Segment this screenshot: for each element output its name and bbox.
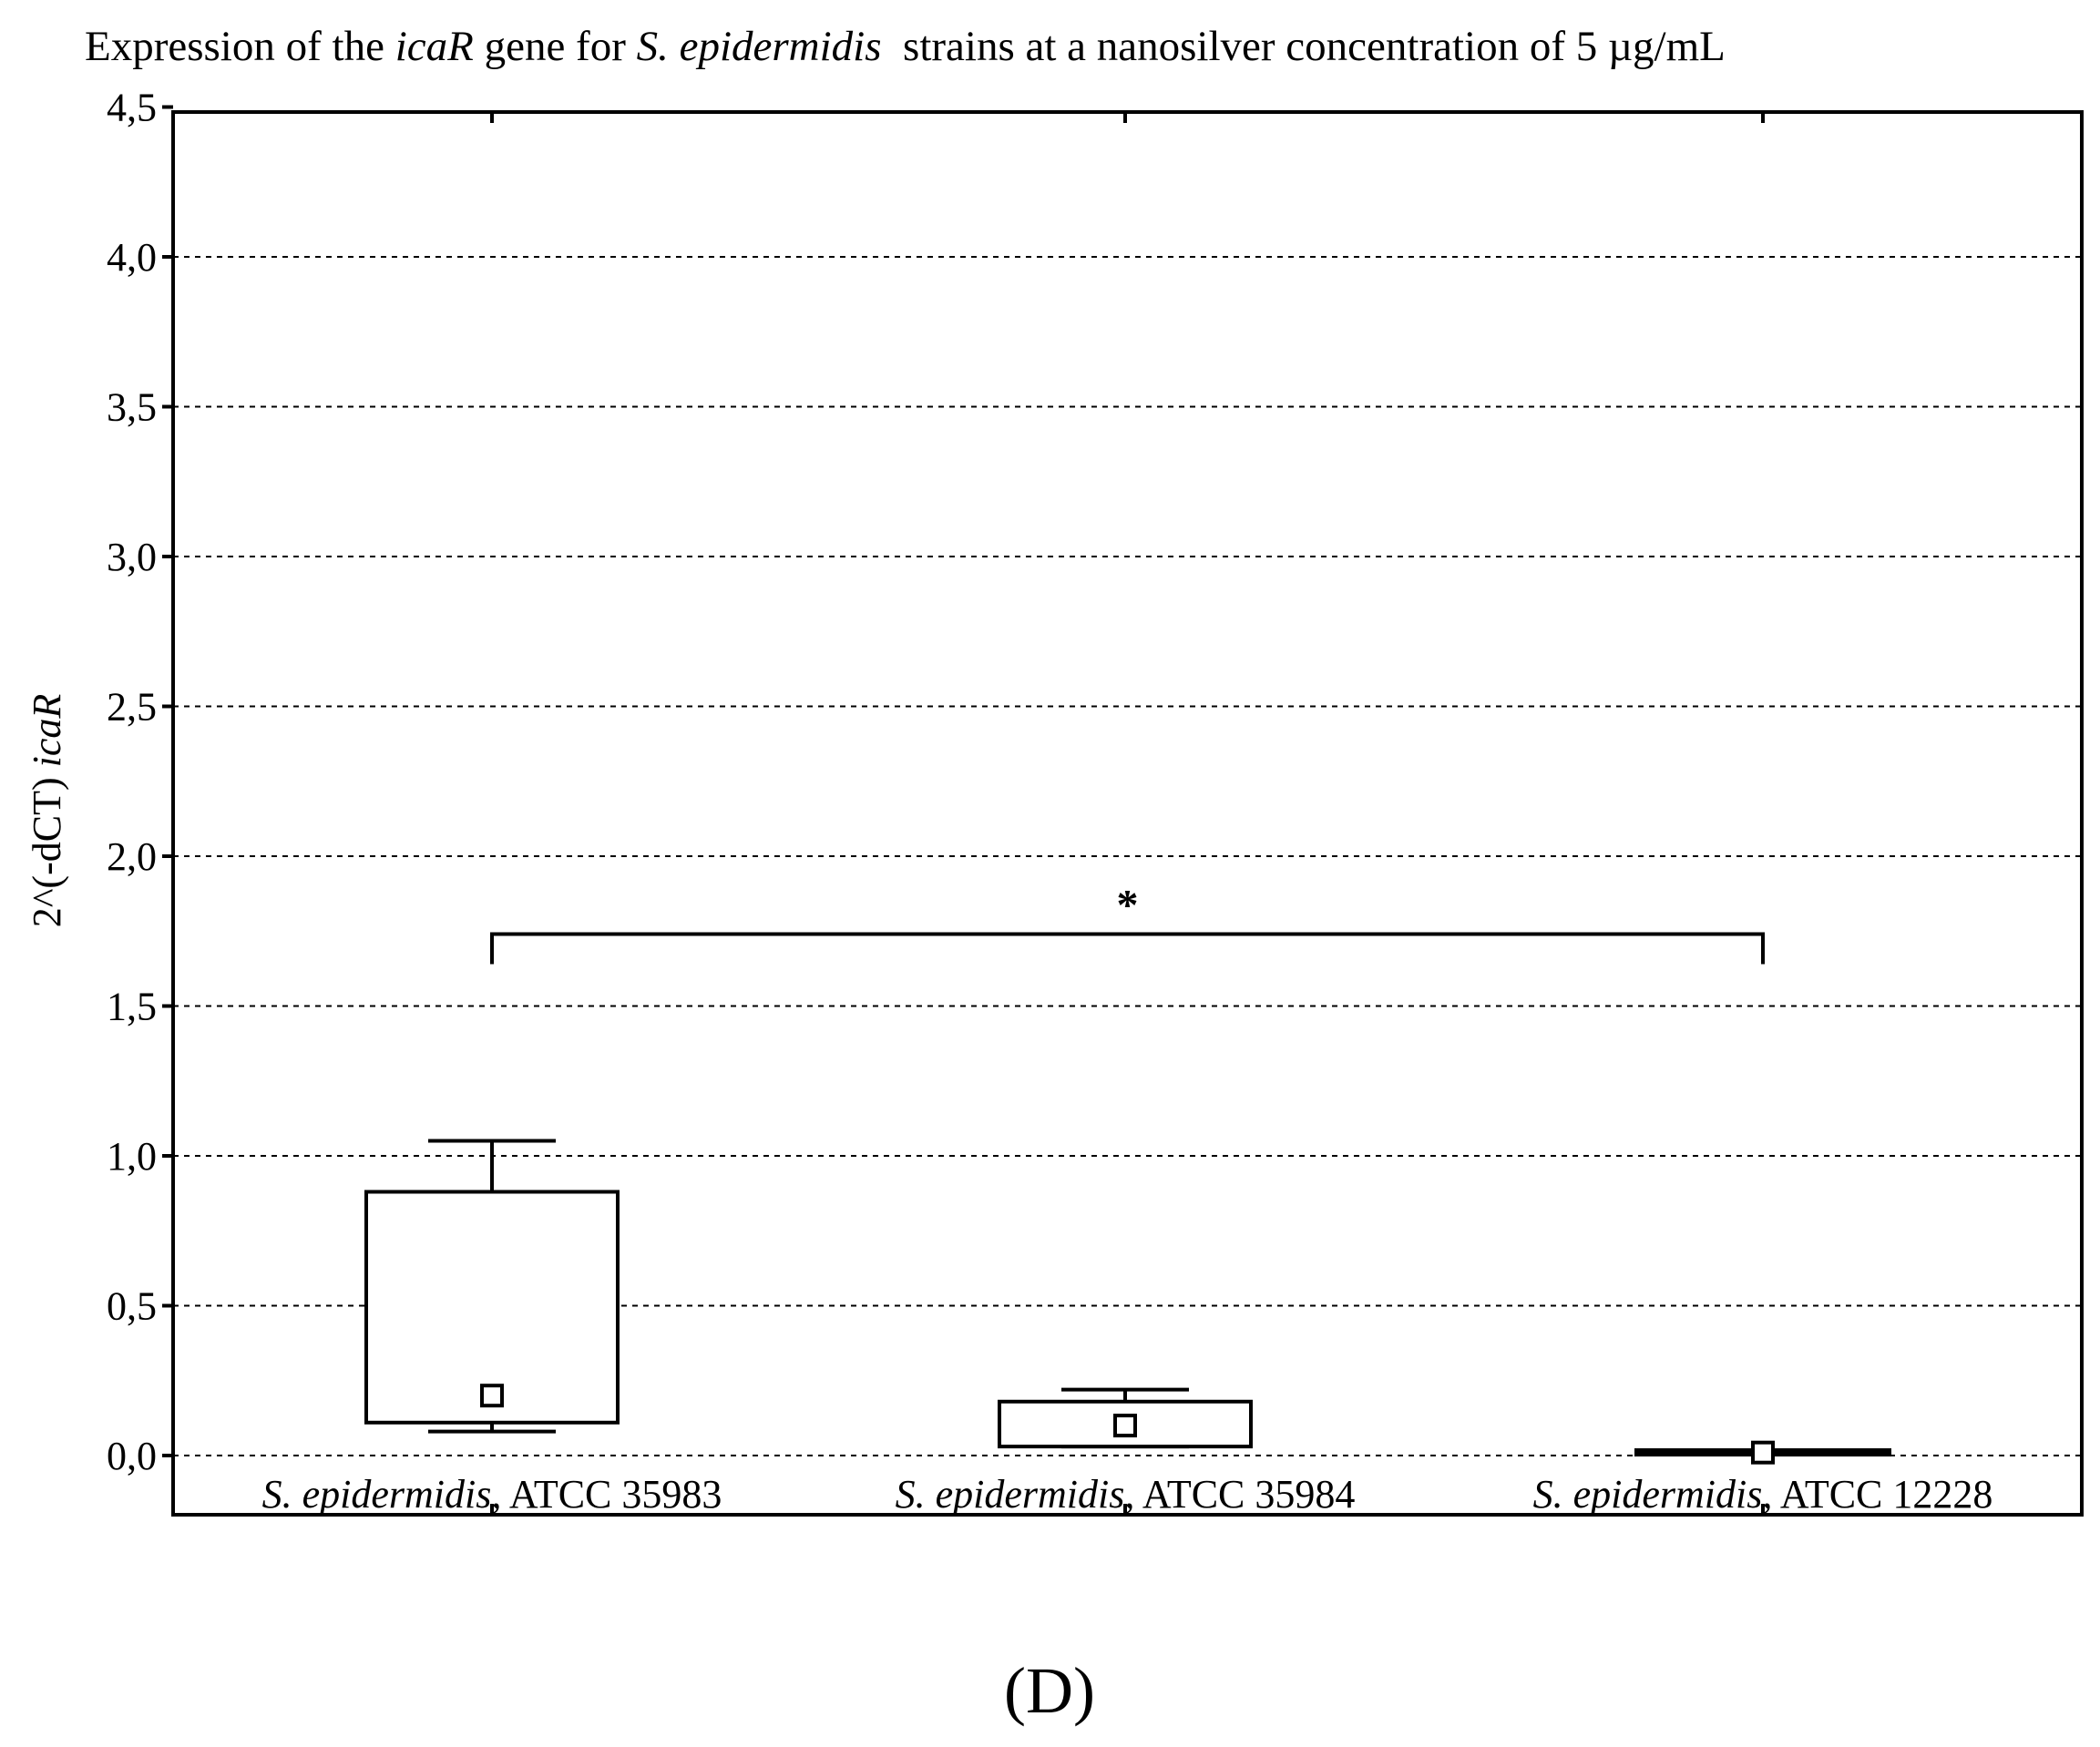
box-1	[998, 1387, 1253, 1449]
chart-title: Expression of the icaR gene for S. epide…	[85, 23, 1726, 70]
title-gene: icaR	[395, 23, 474, 70]
category-label-1: S. epidermidis, ATCC 35984	[896, 1472, 1356, 1517]
significance-marker: *	[1117, 882, 1139, 930]
y-tick-label-8: 4,0	[107, 235, 157, 280]
x-axis-ticks	[490, 112, 1765, 1515]
box-series	[364, 1139, 1891, 1465]
plot-frame	[171, 110, 2084, 1517]
y-tick-label-6: 3,0	[107, 535, 157, 579]
category-strain-0: , ATCC 35983	[491, 1472, 722, 1517]
y-axis-label: 2^(-dCT) icaR	[25, 694, 69, 928]
category-label-0: S. epidermidis, ATCC 35983	[262, 1472, 722, 1517]
box-2	[1634, 1440, 1891, 1465]
y-tick-label-5: 2,5	[107, 685, 157, 730]
title-part-3: gene for	[474, 23, 637, 70]
title-part-5: strains at a nanosilver concentration of…	[882, 23, 1726, 70]
significance-bracket	[490, 932, 1765, 965]
category-strain-1: , ATCC 35984	[1124, 1472, 1355, 1517]
title-species: S. epidermidis	[637, 23, 882, 70]
panel-label: (D)	[1004, 1654, 1095, 1727]
median-marker-2	[1751, 1440, 1775, 1465]
y-tick-label-9: 4,5	[107, 86, 157, 130]
y-axis-label-quantity: 2^(-dCT)	[25, 767, 69, 927]
y-tick-label-4: 2,0	[107, 834, 157, 879]
box-0	[364, 1139, 620, 1434]
category-strain-2: , ATCC 12228	[1762, 1472, 1992, 1517]
category-species-1: S. epidermidis	[896, 1472, 1125, 1517]
y-axis-ticks: 0,0 0,5 1,0 1,5 2,0 2,5 3,0 3,5 4,0 4,5	[107, 86, 173, 1478]
y-tick-label-1: 0,5	[107, 1284, 157, 1329]
y-tick-label-7: 3,5	[107, 385, 157, 430]
category-species-0: S. epidermidis	[262, 1472, 492, 1517]
title-part-1: Expression of the	[85, 23, 395, 70]
category-labels: S. epidermidis, ATCC 35983 S. epidermidis…	[262, 1472, 1993, 1517]
y-tick-label-3: 1,5	[107, 985, 157, 1029]
y-tick-label-2: 1,0	[107, 1134, 157, 1179]
median-marker-0	[480, 1384, 504, 1408]
y-tick-label-0: 0,0	[107, 1434, 157, 1478]
significance-annotation: *	[490, 882, 1765, 965]
category-species-2: S. epidermidis	[1533, 1472, 1763, 1517]
y-axis-label-gene: icaR	[25, 694, 69, 768]
median-marker-1	[1113, 1414, 1137, 1438]
category-label-2: S. epidermidis, ATCC 12228	[1533, 1472, 1993, 1517]
